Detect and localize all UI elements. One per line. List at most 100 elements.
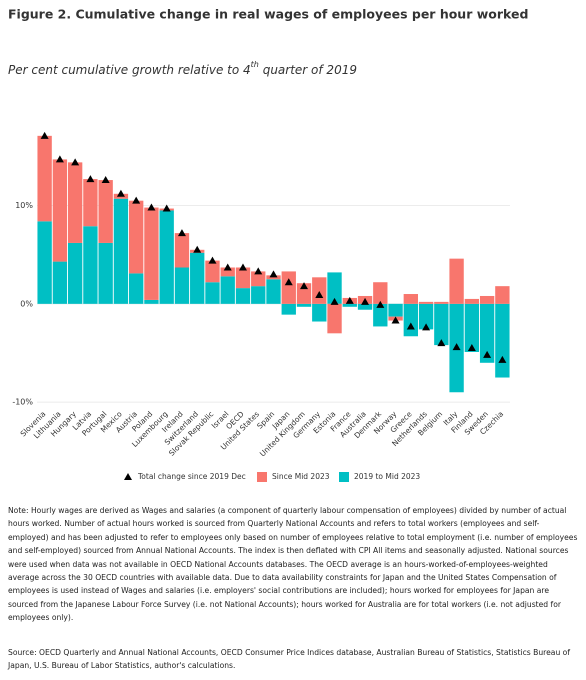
- total-marker: [376, 300, 385, 308]
- bar-segment: [418, 301, 434, 304]
- total-marker: [86, 175, 95, 183]
- total-marker: [284, 278, 293, 286]
- bar-segment: [388, 303, 403, 317]
- bar-segment: [159, 210, 174, 304]
- bar-segment: [266, 279, 281, 304]
- total-marker: [300, 282, 309, 290]
- bar-segment: [327, 272, 342, 304]
- legend-label: Total change since 2019 Dec: [137, 472, 246, 481]
- total-marker: [315, 291, 324, 298]
- bar-segment: [37, 221, 52, 304]
- subtitle-sup: th: [251, 60, 259, 69]
- total-marker: [40, 131, 49, 139]
- bar-segment: [52, 159, 68, 262]
- total-marker: [132, 196, 141, 204]
- total-marker: [55, 155, 64, 163]
- bar-segment: [251, 271, 266, 287]
- bar-segment: [357, 303, 373, 310]
- y-tick-label: 0%: [20, 299, 33, 308]
- bar-segment: [479, 295, 495, 304]
- total-marker: [422, 323, 431, 331]
- total-marker: [71, 158, 80, 166]
- bar-segment: [52, 261, 68, 304]
- total-marker: [361, 297, 370, 305]
- bar-segment: [403, 303, 418, 337]
- bar-segment: [449, 258, 464, 304]
- bar-segment: [434, 301, 449, 304]
- bar-segment: [464, 298, 480, 304]
- bar-segment: [342, 303, 357, 307]
- bar-segment: [495, 286, 510, 304]
- subtitle-text: quarter of 2019: [259, 63, 357, 77]
- bar-segment: [235, 267, 251, 289]
- bar-segment: [464, 303, 480, 352]
- bar-segment: [67, 162, 83, 243]
- y-tick-label: -10%: [12, 398, 33, 407]
- bar-segment: [113, 198, 129, 304]
- total-marker: [345, 296, 354, 304]
- total-marker: [147, 203, 156, 211]
- bar-segment: [281, 303, 296, 315]
- total-marker: [193, 245, 202, 253]
- chart: Figure 2. Cumulative change in real wage…: [8, 7, 528, 482]
- bar-segment: [144, 207, 159, 300]
- subtitle-text: Per cent cumulative growth relative to 4: [8, 63, 251, 77]
- total-marker: [162, 204, 171, 212]
- bar-segment: [495, 303, 510, 378]
- bar-segment: [312, 277, 327, 304]
- bar-segment: [83, 179, 98, 227]
- bar-segment: [373, 282, 388, 304]
- total-marker: [254, 267, 263, 275]
- total-marker: [498, 355, 507, 363]
- legend-label: 2019 to Mid 2023: [354, 472, 420, 481]
- bar-segment: [98, 180, 113, 243]
- bar-segment: [129, 200, 144, 274]
- total-marker: [391, 316, 400, 324]
- chart-title: Figure 2. Cumulative change in real wage…: [8, 7, 528, 22]
- bar-segment: [418, 303, 434, 330]
- bar-segment: [403, 294, 418, 304]
- total-marker: [483, 350, 492, 358]
- total-marker: [101, 176, 110, 184]
- legend-swatch: [339, 472, 349, 482]
- total-marker: [223, 263, 232, 271]
- bar-segment: [98, 242, 113, 304]
- bar-segment: [327, 303, 342, 334]
- bar-segment: [296, 303, 312, 307]
- bar-segment: [296, 283, 312, 304]
- chart-subtitle: Per cent cumulative growth relative to 4…: [8, 60, 357, 77]
- bar-segment: [174, 267, 190, 304]
- bar-segment: [205, 260, 220, 283]
- bar-segment: [434, 303, 449, 346]
- total-marker: [330, 297, 339, 305]
- total-marker: [437, 339, 446, 347]
- legend-label: Since Mid 2023: [272, 472, 330, 481]
- bar-segment: [235, 288, 251, 304]
- bar-segment: [129, 273, 144, 304]
- total-marker: [116, 189, 125, 197]
- total-marker: [452, 343, 461, 351]
- source: Source: OECD Quarterly and Annual Nation…: [8, 648, 570, 671]
- y-tick-label: 10%: [15, 201, 33, 210]
- bar-segment: [144, 299, 159, 304]
- note: Note: Hourly wages are derived as Wages …: [8, 506, 578, 623]
- total-marker: [208, 256, 217, 264]
- bar-segment: [251, 286, 266, 304]
- bar-segment: [281, 271, 296, 304]
- bar-segment: [83, 226, 98, 304]
- bar-segment: [190, 252, 205, 304]
- total-marker: [269, 270, 278, 278]
- bar-segment: [205, 282, 220, 304]
- total-marker: [177, 229, 186, 237]
- bar-segment: [67, 242, 83, 304]
- bar-segment: [174, 233, 190, 268]
- bar-segment: [373, 303, 388, 327]
- legend-marker: [124, 473, 132, 480]
- total-marker: [467, 344, 476, 352]
- total-marker: [238, 263, 247, 271]
- legend-swatch: [257, 472, 267, 482]
- bar-segment: [312, 303, 327, 322]
- bar-segment: [220, 267, 235, 277]
- bar-segment: [479, 303, 495, 363]
